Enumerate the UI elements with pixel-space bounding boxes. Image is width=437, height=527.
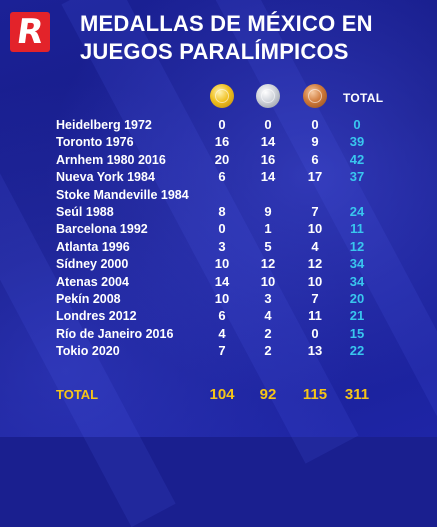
row-total: 34	[349, 256, 365, 272]
bronze-medal-icon	[303, 84, 327, 108]
row-total: 24	[349, 204, 365, 219]
table-row: Nueva York 1984 6 14 17 37	[0, 169, 437, 185]
table-row: Atenas 2004 14 10 10 34	[0, 274, 437, 290]
row-gold: 6	[218, 308, 226, 324]
row-silver: 2	[264, 343, 272, 359]
row-total: 20	[349, 291, 365, 306]
row-city: Londres 2012	[56, 309, 137, 324]
row-total: 0	[353, 117, 361, 132]
row-silver: 14	[260, 134, 276, 150]
row-gold: 14	[214, 273, 230, 289]
row-city: Toronto 1976	[56, 135, 134, 150]
row-bronze: 4	[311, 238, 319, 254]
table-row: Stoke Mandeville 1984	[0, 187, 437, 203]
row-total: 34	[349, 273, 365, 289]
row-gold: 7	[218, 343, 226, 359]
row-gold: 4	[218, 325, 226, 341]
title-line-2: JUEGOS PARALÍMPICOS	[80, 39, 349, 64]
row-city: Arnhem 1980 2016	[56, 152, 166, 167]
totals-gold: 104	[209, 386, 235, 403]
row-city: Río de Janeiro 2016	[56, 326, 174, 341]
title-line-1: MEDALLAS DE MÉXICO EN	[80, 11, 373, 36]
table-row: Seúl 1988 8 9 7 24	[0, 204, 437, 220]
row-total: 11	[350, 221, 364, 237]
row-total: 12	[349, 238, 365, 254]
row-gold: 6	[218, 169, 226, 185]
row-bronze: 10	[307, 221, 323, 237]
totals-bronze: 115	[302, 386, 328, 403]
total-column-header: TOTAL	[343, 91, 384, 105]
row-gold: 10	[214, 291, 230, 306]
totals-silver: 92	[259, 386, 277, 403]
row-silver: 10	[260, 273, 276, 289]
row-silver: 1	[264, 221, 272, 237]
background	[0, 0, 437, 437]
totals-row: TOTAL 104 92 115 311	[0, 386, 437, 403]
row-silver: 2	[264, 325, 272, 341]
table-row: Barcelona 1992 0 1 10 11	[0, 221, 437, 237]
row-total: 39	[349, 134, 365, 150]
row-city: Tokio 2020	[56, 344, 120, 359]
row-gold: 16	[214, 134, 230, 150]
brand-logo[interactable]: R	[10, 12, 50, 52]
row-total: 21	[349, 308, 365, 324]
row-bronze: 0	[311, 117, 319, 132]
row-city: Atlanta 1996	[56, 239, 130, 254]
row-total: 15	[349, 325, 365, 341]
row-total: 42	[349, 151, 365, 167]
row-bronze: 12	[307, 256, 323, 272]
row-silver: 12	[260, 256, 276, 272]
totals-label: TOTAL	[56, 387, 99, 402]
totals-total: 311	[344, 386, 370, 403]
row-gold: 3	[218, 238, 226, 254]
row-silver: 3	[264, 291, 272, 306]
row-silver: 16	[260, 151, 276, 167]
row-gold: 0	[218, 117, 226, 132]
table-row: Atlanta 1996 3 5 4 12	[0, 239, 437, 255]
row-city: Barcelona 1992	[56, 222, 148, 237]
row-bronze: 0	[311, 325, 319, 341]
row-bronze: 17	[307, 169, 323, 185]
row-gold: 20	[214, 151, 230, 167]
row-city: Pekín 2008	[56, 292, 121, 306]
brand-logo-letter: R	[14, 12, 46, 52]
table-row: Heidelberg 1972 0 0 0 0	[0, 117, 437, 133]
row-city: Nueva York 1984	[56, 170, 155, 185]
gold-medal-icon	[210, 84, 234, 108]
row-silver: 4	[264, 308, 272, 324]
row-bronze: 6	[311, 151, 319, 167]
row-total: 22	[349, 343, 365, 359]
row-bronze: 11	[308, 308, 322, 324]
row-city: Stoke Mandeville 1984	[56, 187, 189, 202]
table-row: Arnhem 1980 2016 20 16 6 42	[0, 152, 437, 168]
silver-medal-icon	[256, 84, 280, 108]
row-city: Heidelberg 1972	[56, 118, 152, 132]
row-silver: 9	[264, 204, 272, 219]
row-bronze: 9	[311, 134, 319, 150]
table-row: Sídney 2000 10 12 12 34	[0, 256, 437, 272]
row-gold: 10	[214, 256, 230, 272]
row-silver: 0	[264, 117, 272, 132]
row-total: 37	[349, 169, 365, 185]
row-gold: 0	[218, 221, 226, 237]
row-bronze: 13	[307, 343, 323, 359]
table-row: Londres 2012 6 4 11 21	[0, 308, 437, 324]
table-row: Tokio 2020 7 2 13 22	[0, 343, 437, 359]
row-bronze: 7	[311, 291, 319, 306]
page-title: MEDALLAS DE MÉXICO EN JUEGOS PARALÍMPICO…	[80, 10, 380, 66]
table-row: Toronto 1976 16 14 9 39	[0, 134, 437, 150]
row-silver: 14	[260, 169, 276, 185]
table-row: Río de Janeiro 2016 4 2 0 15	[0, 326, 437, 342]
row-bronze: 10	[307, 273, 323, 289]
table-row: Pekín 2008 10 3 7 20	[0, 291, 437, 307]
row-gold: 8	[218, 204, 226, 219]
row-bronze: 7	[311, 204, 319, 219]
row-silver: 5	[264, 238, 272, 254]
row-city: Seúl 1988	[56, 205, 114, 219]
row-city: Atenas 2004	[56, 274, 129, 289]
row-city: Sídney 2000	[56, 257, 129, 272]
